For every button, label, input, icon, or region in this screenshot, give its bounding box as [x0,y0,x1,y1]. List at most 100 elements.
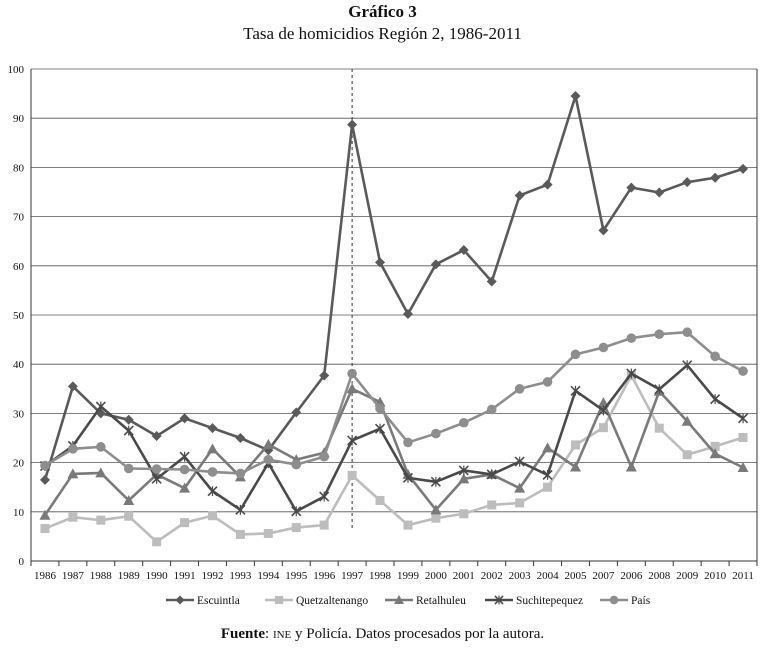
legend-label: Escuintla [197,595,240,607]
x-tick-labels: 1986 1987 1988 1989 1990 1991 1992 1993 1994 1995… [34,570,754,582]
data-point-suchitepequez [402,472,414,483]
data-point-suchitepequez [151,473,162,484]
data-point-retalhuleu [570,461,581,472]
y-tick-label: 40 [13,359,25,371]
data-point-suchitepequez [374,423,386,434]
data-point-escuintla [738,163,749,174]
x-tick-label: 2007 [592,570,615,582]
chart-subtitle: Tasa de homicidios Región 2, 1986-2011 [243,24,522,43]
data-point-pais [96,442,106,452]
data-point-quetzaltenango [68,512,78,522]
data-point-escuintla [570,91,581,102]
data-point-suchitepequez [486,469,497,480]
x-tick-label: 1994 [257,570,280,582]
data-point-pais [598,342,609,353]
data-point-escuintla [682,177,693,188]
data-point-escuintla [123,414,134,425]
data-point-pais [263,454,274,465]
data-point-pais [207,467,218,477]
data-point-suchitepequez [598,405,609,416]
data-point-retalhuleu [207,443,218,454]
source-org: ine [272,626,292,642]
data-point-quetzaltenango [571,440,580,450]
data-point-pais [40,460,50,471]
data-point-pais [347,368,357,379]
data-point-retalhuleu [67,468,79,479]
data-point-quetzaltenango [180,518,190,528]
data-point-quetzaltenango [515,498,525,508]
legend-marker [274,595,284,605]
data-point-suchitepequez [710,394,721,405]
data-point-pais [235,468,246,479]
x-tick-label: 1989 [118,570,141,582]
data-point-pais [68,444,78,454]
source-text: y Policía. Datos procesados por la autor… [291,626,545,642]
data-point-quetzaltenango [124,511,134,521]
y-tick-label: 90 [13,113,25,125]
x-tick-label: 2000 [425,570,448,582]
data-point-pais [626,333,637,343]
data-point-quetzaltenango [654,423,664,433]
x-tick-label: 1997 [341,570,364,582]
series-escuintla [39,91,749,485]
legend-entry: Escuintla [166,595,240,607]
data-point-pais [710,351,720,362]
data-point-retalhuleu [430,504,442,515]
data-point-retalhuleu [458,473,470,484]
x-tick-label: 2010 [704,570,727,582]
data-point-quetzaltenango [431,513,441,523]
data-point-escuintla [598,225,609,236]
data-point-suchitepequez [319,491,330,502]
data-point-suchitepequez [458,465,469,476]
x-tick-label: 2009 [676,570,699,582]
data-point-quetzaltenango [152,537,162,547]
x-tick-label: 2004 [537,570,560,582]
data-point-suchitepequez [542,469,553,480]
data-point-suchitepequez [514,456,525,467]
axes [30,69,758,566]
data-point-quetzaltenango [459,509,469,519]
y-tick-label: 0 [19,556,25,568]
data-point-suchitepequez [95,401,106,412]
legend-label: Quetzaltenango [296,595,368,607]
data-point-pais [738,366,748,376]
data-point-suchitepequez [179,451,190,462]
source-note: Fuente: ine y Policía. Datos procesados … [220,626,545,642]
data-point-quetzaltenango [319,520,329,530]
data-point-retalhuleu [681,415,693,426]
data-point-pais [151,464,162,474]
data-point-quetzaltenango [598,423,608,433]
x-tick-label: 1988 [90,570,113,582]
legend-marker [175,595,185,605]
data-point-escuintla [486,276,497,287]
data-point-retalhuleu [709,448,721,459]
y-tick-label: 20 [13,458,25,470]
x-tick-label: 2001 [453,570,475,582]
data-point-quetzaltenango [710,441,720,451]
data-point-retalhuleu [179,482,191,493]
data-point-suchitepequez [682,360,693,371]
data-point-pais [654,329,665,339]
data-point-quetzaltenango [235,529,245,539]
data-point-quetzaltenango [682,450,692,460]
data-point-pais [319,451,329,462]
data-point-retalhuleu [123,494,135,505]
data-point-suchitepequez [737,413,749,424]
legend-marker [609,595,619,605]
legend-entry: Quetzaltenango [265,595,368,607]
y-tick-label: 100 [8,64,25,76]
y-tick-labels: 0 10 20 30 40 50 60 70 80 90 100 [8,64,25,568]
chart-title: Gráfico 3 [348,2,417,21]
x-tick-label: 1998 [369,570,392,582]
y-tick-label: 70 [13,212,25,224]
data-point-quetzaltenango [543,482,553,492]
data-point-quetzaltenango [96,515,106,525]
data-point-escuintla [67,381,78,392]
series-group [39,91,749,547]
data-point-escuintla [151,431,162,442]
data-point-retalhuleu [346,383,358,394]
legend-entry: Retalhuleu [385,595,466,607]
data-point-pais [179,464,190,475]
legend-entry: Suchitepequez [485,595,583,607]
series-quetzaltenango [40,371,748,547]
